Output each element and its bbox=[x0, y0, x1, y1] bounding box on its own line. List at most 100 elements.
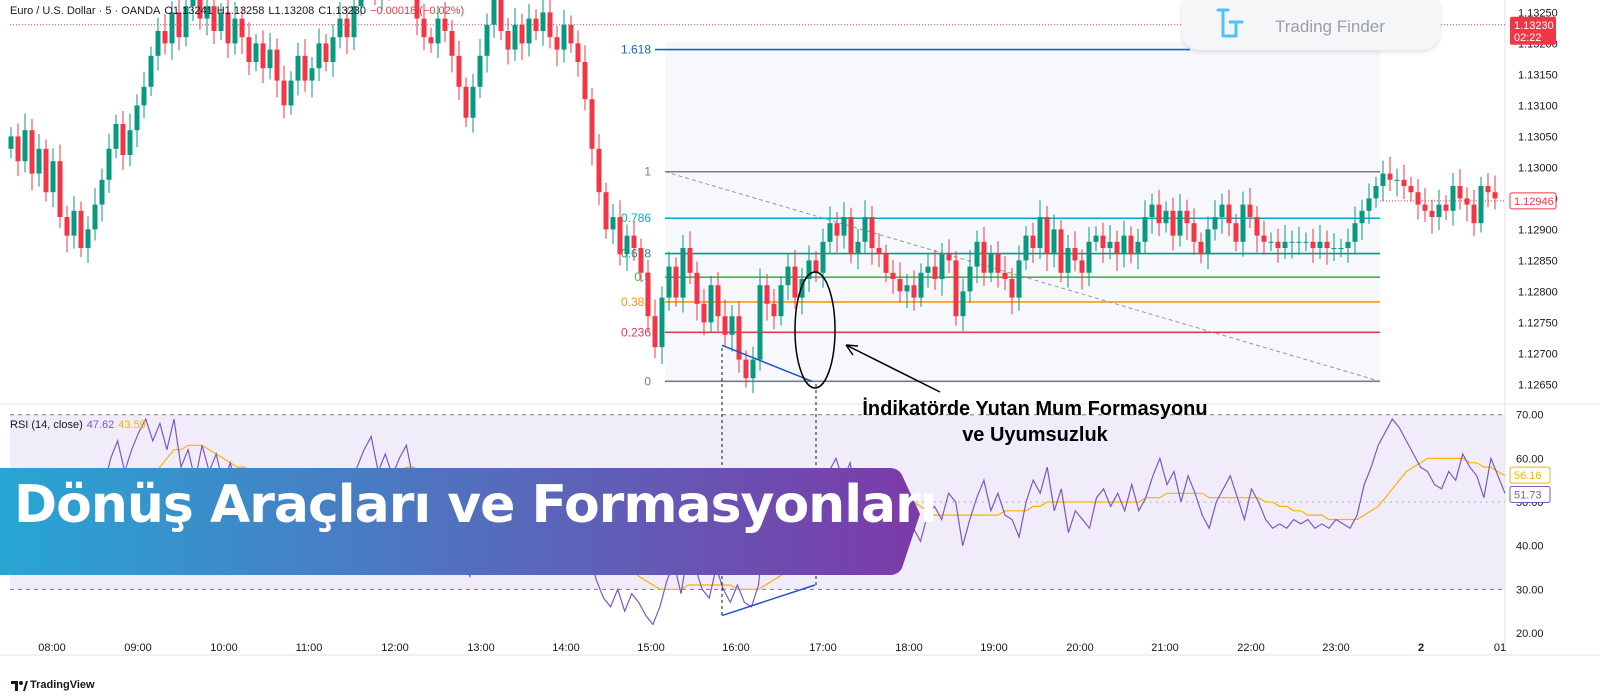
candle bbox=[435, 5, 441, 59]
candle bbox=[1198, 232, 1204, 264]
candle bbox=[43, 139, 49, 202]
candle bbox=[827, 206, 833, 253]
candle bbox=[869, 205, 875, 265]
candle bbox=[1212, 200, 1218, 241]
candle bbox=[414, 0, 420, 36]
candle bbox=[547, 0, 553, 49]
candle-body bbox=[1485, 186, 1491, 193]
candle bbox=[1247, 187, 1253, 229]
candle bbox=[113, 114, 119, 159]
candle-body bbox=[890, 272, 896, 279]
candle bbox=[743, 350, 749, 388]
candle bbox=[183, 0, 189, 47]
candle bbox=[22, 113, 28, 173]
candle bbox=[1170, 197, 1176, 251]
time-axis: 08:00 09:00 10:00 11:00 12:00 13:00 14:00 15:00… bbox=[38, 642, 1506, 654]
candle bbox=[1464, 187, 1470, 222]
candle bbox=[624, 224, 630, 271]
candle-body bbox=[1100, 235, 1106, 248]
candle bbox=[197, 0, 203, 30]
candle bbox=[428, 27, 434, 53]
candle bbox=[939, 243, 945, 296]
candle bbox=[316, 28, 322, 82]
candle-body bbox=[995, 254, 1001, 273]
candle-body bbox=[785, 266, 791, 286]
candle bbox=[1240, 191, 1246, 257]
candle-body bbox=[1429, 210, 1435, 217]
candle-body bbox=[190, 0, 196, 7]
candle bbox=[645, 259, 651, 332]
rsi-ma-value: 43.59 bbox=[118, 419, 146, 431]
candle bbox=[309, 57, 315, 98]
candle-body bbox=[561, 24, 567, 50]
candle bbox=[421, 3, 427, 51]
candle-body bbox=[918, 272, 924, 298]
candle bbox=[1282, 225, 1288, 260]
candle bbox=[1002, 256, 1008, 291]
time-tick-label: 08:00 bbox=[38, 642, 66, 654]
candle bbox=[652, 299, 658, 359]
rsi-tick-label: 40.00 bbox=[1516, 541, 1544, 553]
candle bbox=[463, 77, 469, 128]
candle-body bbox=[246, 37, 252, 62]
candle-body bbox=[1065, 248, 1071, 273]
candle-body bbox=[22, 130, 28, 162]
candle-body bbox=[1275, 241, 1281, 248]
rsi-value: 47.62 bbox=[86, 419, 115, 431]
candle-body bbox=[1107, 241, 1113, 248]
candle bbox=[351, 0, 357, 51]
candle-body bbox=[925, 266, 931, 273]
candle-body bbox=[806, 260, 812, 279]
price-tick-label: 1.12650 bbox=[1518, 379, 1558, 391]
price-tick-label: 1.12750 bbox=[1518, 317, 1558, 329]
candle-body bbox=[351, 6, 357, 38]
candle-body bbox=[1457, 186, 1463, 199]
candle-body bbox=[85, 229, 91, 248]
candle-body bbox=[477, 55, 483, 87]
candle-body bbox=[1261, 235, 1267, 242]
candle bbox=[211, 0, 217, 45]
candle bbox=[246, 22, 252, 76]
candle-body bbox=[1016, 260, 1022, 298]
candle-body bbox=[722, 316, 728, 335]
logo-box bbox=[1182, 0, 1440, 50]
candle-body bbox=[1352, 223, 1358, 242]
candle-body bbox=[337, 18, 343, 38]
candle bbox=[295, 42, 301, 96]
candle-body bbox=[232, 18, 238, 44]
candle bbox=[330, 24, 336, 77]
candle-body bbox=[855, 241, 861, 255]
candle-body bbox=[50, 161, 56, 193]
candle bbox=[708, 275, 714, 332]
candle-body bbox=[1408, 186, 1414, 193]
candle-body bbox=[456, 55, 462, 87]
candle-body bbox=[225, 12, 231, 44]
candle-body bbox=[988, 254, 994, 273]
candle bbox=[540, 0, 546, 46]
candle-body bbox=[1212, 217, 1218, 230]
candle bbox=[484, 13, 490, 73]
fib-label-0.382: 0.382 bbox=[621, 295, 651, 309]
candle-body bbox=[1086, 241, 1092, 273]
candle-body bbox=[575, 43, 581, 62]
candle bbox=[533, 9, 539, 41]
candle-body bbox=[421, 18, 427, 38]
last-price-value: 1.12946 bbox=[1514, 196, 1554, 208]
candle bbox=[253, 34, 259, 72]
rsi-tick-label: 60.00 bbox=[1516, 453, 1544, 465]
fib-label-0.236: 0.236 bbox=[621, 325, 651, 339]
candle bbox=[1401, 164, 1407, 200]
price-tick-label: 1.12800 bbox=[1518, 286, 1558, 298]
candle bbox=[617, 200, 623, 266]
candle-body bbox=[589, 99, 595, 149]
candle bbox=[568, 15, 574, 53]
candle bbox=[687, 231, 693, 284]
candle bbox=[1387, 156, 1393, 191]
rsi-ma-tag: 56.16 bbox=[1514, 470, 1542, 482]
candle bbox=[1149, 193, 1155, 234]
candle bbox=[1471, 189, 1477, 237]
candle-body bbox=[288, 80, 294, 106]
candle bbox=[1422, 187, 1428, 222]
ohlc-change: −0.00018 (−0.02%) bbox=[370, 5, 465, 17]
candle-body bbox=[1317, 241, 1323, 248]
